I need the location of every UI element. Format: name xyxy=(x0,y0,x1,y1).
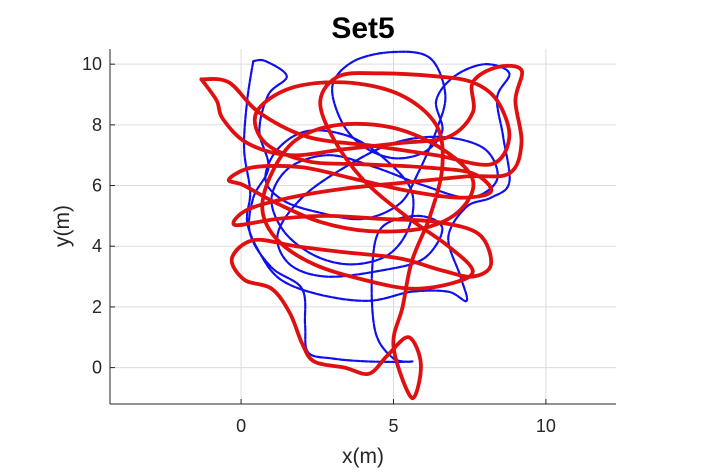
x-tick-label: 10 xyxy=(536,416,556,436)
chart-title: Set5 xyxy=(331,12,394,45)
y-tick-label: 4 xyxy=(92,236,102,256)
grid xyxy=(110,49,616,404)
series-layer xyxy=(199,50,525,400)
series-red-trajectory xyxy=(199,63,525,400)
x-tick-label: 0 xyxy=(236,416,246,436)
x-tick-label: 5 xyxy=(388,416,398,436)
y-tick-label: 6 xyxy=(92,176,102,196)
x-axis-label: x(m) xyxy=(342,445,384,468)
y-tick-label: 8 xyxy=(92,115,102,135)
axes xyxy=(109,49,616,405)
y-tick-label: 2 xyxy=(92,297,102,317)
y-tick-label: 10 xyxy=(82,54,102,74)
series-blue-trajectory xyxy=(242,50,511,363)
y-tick-label: 0 xyxy=(92,358,102,378)
tick-labels: 0 5 10 0 2 4 6 8 10 xyxy=(82,54,556,436)
y-axis-label: y(m) xyxy=(51,205,74,247)
